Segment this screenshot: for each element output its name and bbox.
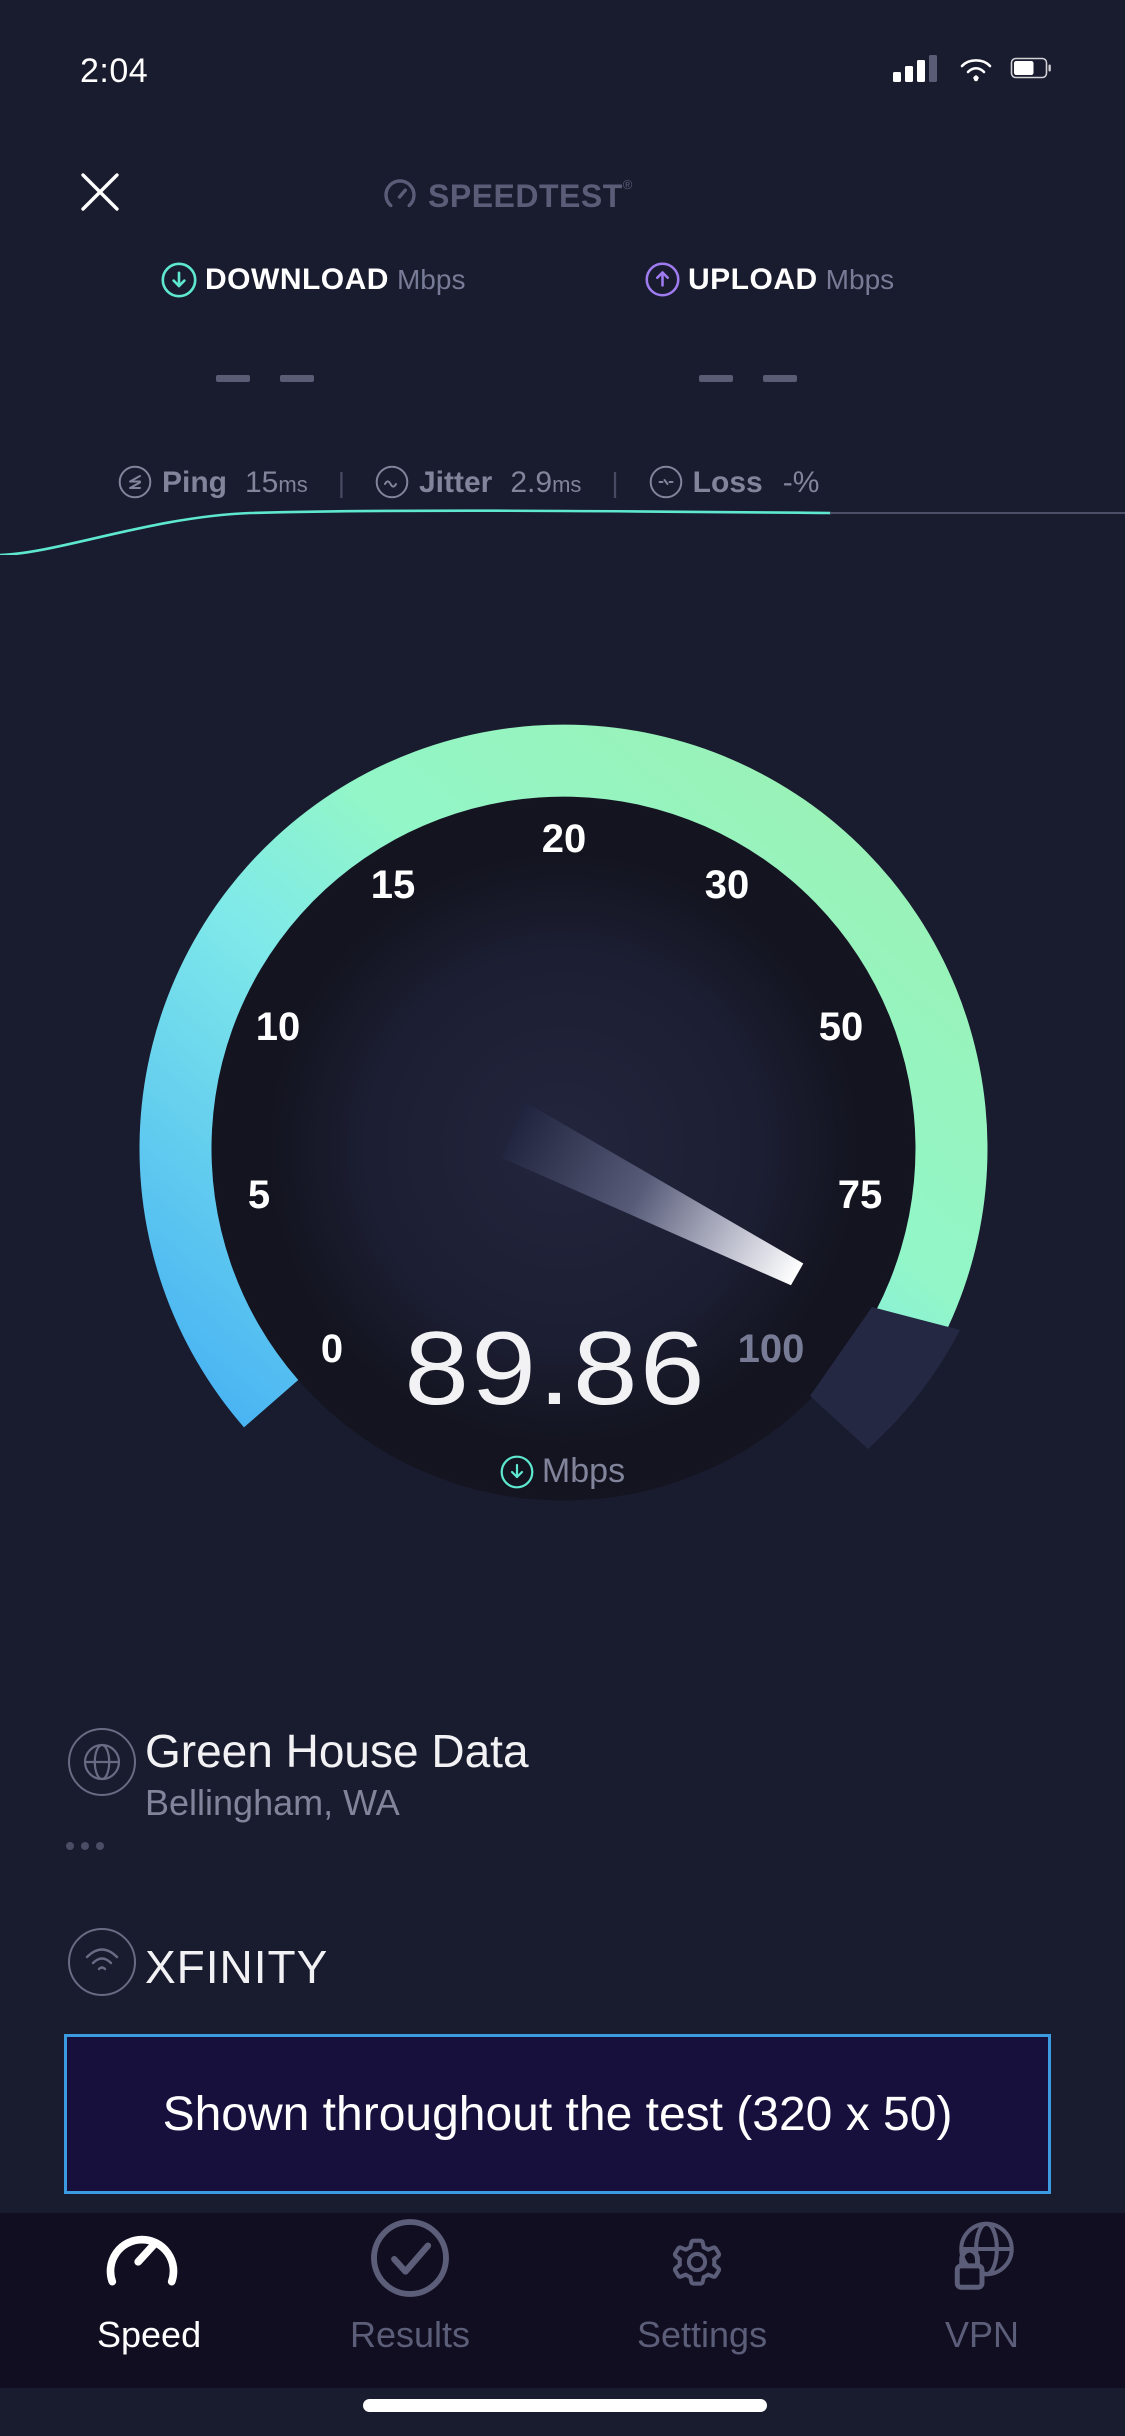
- svg-text:15: 15: [371, 863, 416, 907]
- svg-text:0: 0: [321, 1327, 343, 1371]
- svg-text:20: 20: [542, 817, 587, 861]
- svg-text:10: 10: [256, 1005, 301, 1049]
- svg-text:50: 50: [819, 1005, 864, 1049]
- svg-text:100: 100: [738, 1327, 805, 1371]
- svg-text:5: 5: [248, 1173, 270, 1217]
- svg-text:30: 30: [705, 863, 750, 907]
- svg-text:89.86: 89.86: [404, 1311, 707, 1427]
- svg-text:75: 75: [838, 1173, 883, 1217]
